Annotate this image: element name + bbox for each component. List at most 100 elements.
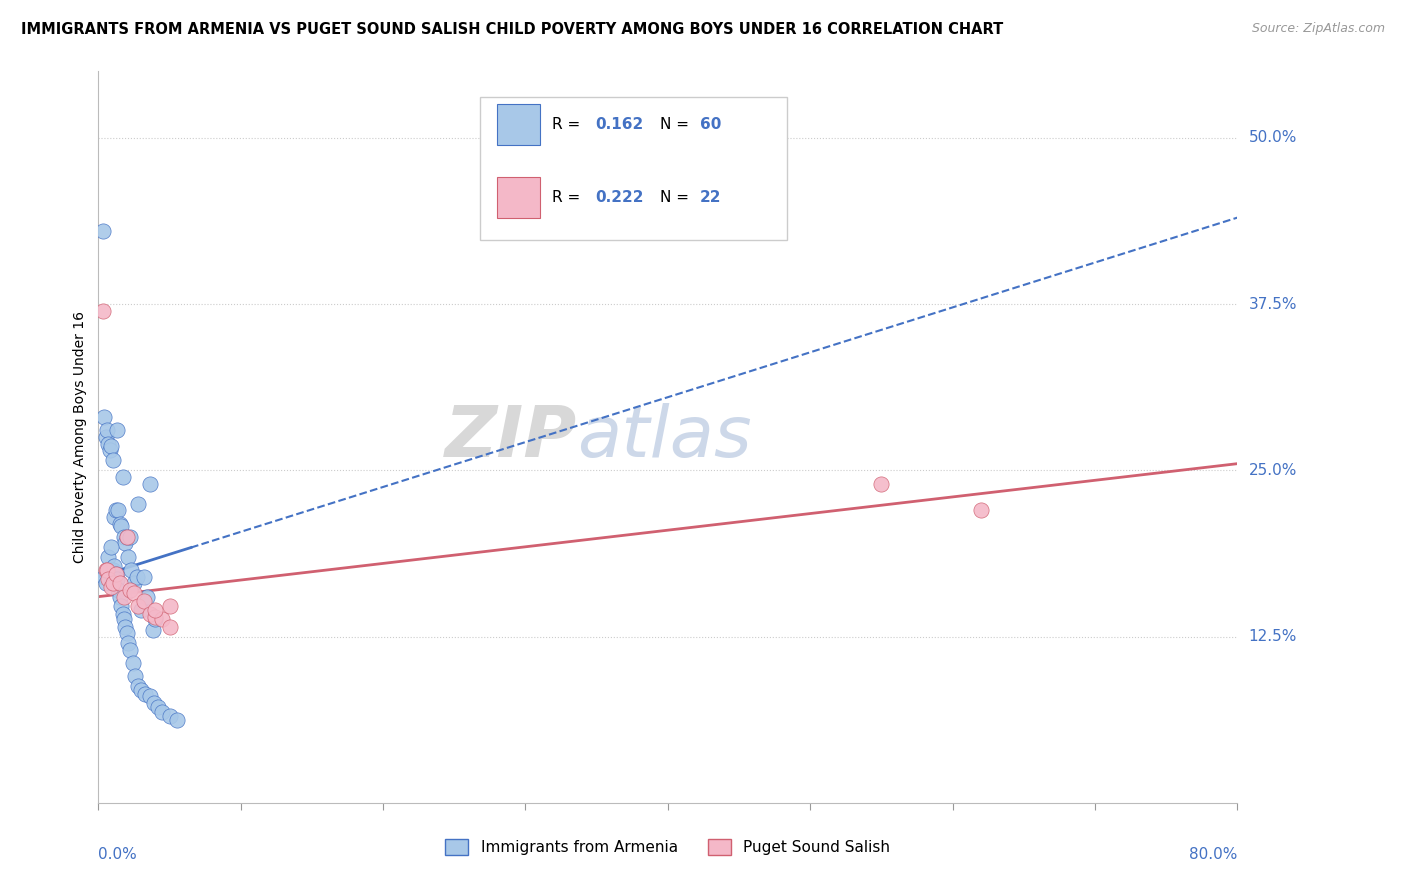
Point <box>138 476 160 491</box>
Point <box>111 607 134 621</box>
Point <box>159 599 181 613</box>
Point <box>127 679 149 693</box>
Point <box>101 563 124 577</box>
Point <box>115 530 138 544</box>
Point <box>100 580 122 594</box>
Text: R =: R = <box>551 190 585 204</box>
Text: Source: ZipAtlas.com: Source: ZipAtlas.com <box>1251 22 1385 36</box>
Point <box>110 599 132 613</box>
Point <box>93 410 115 425</box>
Text: 0.162: 0.162 <box>595 117 643 131</box>
Point <box>108 590 131 604</box>
Point <box>100 439 122 453</box>
Point <box>110 519 132 533</box>
Point <box>101 576 124 591</box>
Point <box>94 576 117 591</box>
Point <box>129 603 152 617</box>
Point <box>114 536 136 550</box>
Point <box>115 625 138 640</box>
Point <box>132 593 155 607</box>
Text: N =: N = <box>659 117 693 131</box>
Point <box>97 573 120 587</box>
Text: 0.222: 0.222 <box>595 190 644 204</box>
Point <box>145 603 167 617</box>
Point <box>112 530 135 544</box>
Point <box>97 436 120 450</box>
Point <box>115 530 138 544</box>
Text: ZIP: ZIP <box>444 402 576 472</box>
Point <box>108 516 131 531</box>
Point <box>117 549 139 564</box>
Point <box>138 690 160 704</box>
Text: 12.5%: 12.5% <box>1249 629 1298 644</box>
Point <box>94 430 117 444</box>
Point <box>129 682 152 697</box>
Point <box>145 612 167 626</box>
Text: N =: N = <box>659 190 693 204</box>
Point <box>118 582 141 597</box>
Point <box>91 224 114 238</box>
Point <box>93 570 115 584</box>
Point <box>152 612 174 626</box>
Point <box>122 576 145 591</box>
Point <box>108 576 131 591</box>
Point <box>107 503 129 517</box>
Text: 80.0%: 80.0% <box>1189 847 1237 862</box>
Point <box>970 503 993 517</box>
Point <box>100 541 122 555</box>
Point <box>152 706 174 720</box>
Point <box>107 582 129 597</box>
Point <box>138 607 160 621</box>
Text: R =: R = <box>551 117 585 131</box>
Text: 0.0%: 0.0% <box>98 847 138 862</box>
Point <box>114 620 136 634</box>
Point <box>166 714 188 728</box>
Point <box>135 590 157 604</box>
Text: 25.0%: 25.0% <box>1249 463 1298 478</box>
Point <box>125 570 148 584</box>
FancyBboxPatch shape <box>498 104 540 145</box>
Point <box>118 530 141 544</box>
Point <box>159 620 181 634</box>
Point <box>132 570 155 584</box>
Point <box>104 567 127 582</box>
Point <box>96 563 118 577</box>
Point <box>98 443 121 458</box>
Text: atlas: atlas <box>576 402 751 472</box>
Point <box>98 563 121 577</box>
Point <box>103 559 125 574</box>
Legend: Immigrants from Armenia, Puget Sound Salish: Immigrants from Armenia, Puget Sound Sal… <box>439 833 897 861</box>
FancyBboxPatch shape <box>479 97 787 240</box>
Point <box>96 424 118 438</box>
Text: 50.0%: 50.0% <box>1249 130 1298 145</box>
Point <box>112 612 135 626</box>
Point <box>121 656 143 670</box>
Text: 60: 60 <box>700 117 721 131</box>
Point <box>112 590 135 604</box>
Point <box>97 549 120 564</box>
Point <box>111 470 134 484</box>
Point <box>91 303 114 318</box>
Point <box>117 636 139 650</box>
Point <box>94 563 117 577</box>
Point <box>96 563 118 577</box>
Point <box>104 567 127 582</box>
Text: IMMIGRANTS FROM ARMENIA VS PUGET SOUND SALISH CHILD POVERTY AMONG BOYS UNDER 16 : IMMIGRANTS FROM ARMENIA VS PUGET SOUND S… <box>21 22 1004 37</box>
Point <box>120 563 142 577</box>
FancyBboxPatch shape <box>498 178 540 218</box>
Point <box>127 497 149 511</box>
Point <box>122 585 145 599</box>
Point <box>134 687 156 701</box>
Point <box>145 609 167 624</box>
Point <box>141 623 163 637</box>
Text: 37.5%: 37.5% <box>1249 297 1298 311</box>
Point <box>104 503 127 517</box>
Point <box>124 669 146 683</box>
Point <box>127 599 149 613</box>
Point <box>148 700 170 714</box>
Point <box>101 452 124 467</box>
Y-axis label: Child Poverty Among Boys Under 16: Child Poverty Among Boys Under 16 <box>73 311 87 563</box>
Point <box>105 573 128 587</box>
Point <box>118 643 141 657</box>
Point <box>105 424 128 438</box>
